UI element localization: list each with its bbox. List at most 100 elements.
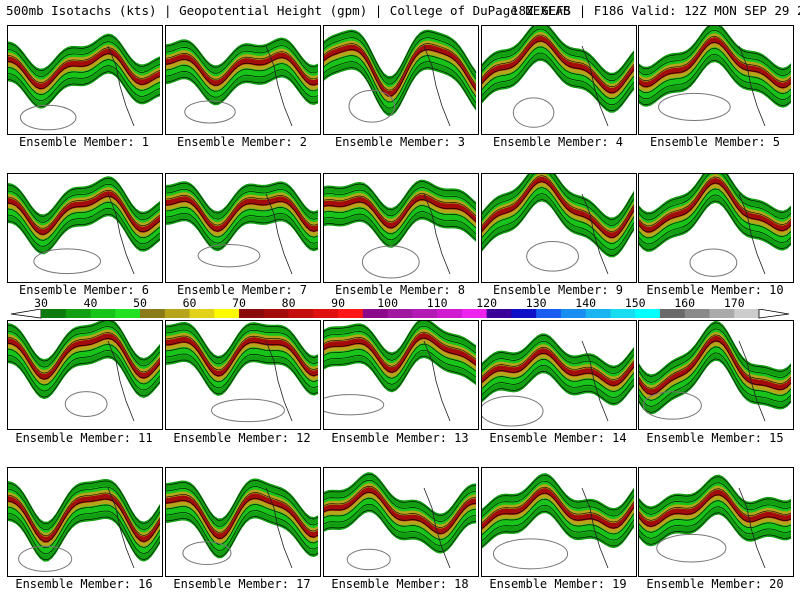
- height-contour: [166, 201, 319, 232]
- height-contour: [639, 53, 792, 101]
- coastline: [265, 340, 293, 422]
- isotach-band: [324, 483, 476, 539]
- height-contour: [166, 39, 319, 68]
- height-contour: [166, 51, 319, 80]
- colorbar-tick-label: 160: [674, 296, 696, 310]
- height-contour: [8, 195, 161, 235]
- height-contour: [482, 181, 635, 238]
- height-contour: [482, 40, 635, 94]
- height-contour: [482, 193, 635, 250]
- height-contour: [482, 486, 635, 523]
- height-contour: [324, 199, 477, 229]
- height-contour: [639, 26, 792, 71]
- colorbar-swatch: [635, 309, 661, 318]
- height-contour: [8, 35, 161, 72]
- height-contour: [324, 61, 477, 109]
- colorbar-swatch: [461, 309, 488, 318]
- ensemble-member-map: [481, 320, 637, 430]
- colorbar-swatch: [214, 309, 240, 318]
- member-caption: Ensemble Member: 4: [492, 135, 624, 149]
- height-contour: [482, 364, 635, 398]
- height-contour: [8, 344, 161, 386]
- colorbar-swatch: [387, 309, 413, 318]
- height-contour: [166, 486, 319, 527]
- height-contour: [639, 35, 792, 83]
- height-contour: [482, 498, 635, 535]
- height-contour: [482, 46, 635, 100]
- height-contour: [482, 187, 635, 244]
- coastline: [738, 193, 766, 275]
- colorbar-swatch: [338, 309, 364, 318]
- colorbar-tick-label: 100: [377, 296, 398, 310]
- member-caption: Ensemble Member: 12: [173, 431, 311, 445]
- height-contour: [639, 322, 792, 377]
- height-contour-closed: [656, 533, 727, 563]
- colorbar-tick-label: 80: [281, 296, 296, 310]
- height-contour: [166, 69, 319, 98]
- member-caption: Ensemble Member: 3: [334, 135, 466, 149]
- height-contour-closed: [64, 391, 108, 417]
- height-contour-closed: [324, 394, 385, 416]
- height-contour: [482, 174, 635, 220]
- ensemble-member-map: [323, 467, 479, 577]
- member-caption: Ensemble Member: 14: [489, 431, 627, 445]
- colorbar-swatch: [362, 309, 389, 318]
- isotach-band: [639, 33, 791, 93]
- height-contour-closed: [642, 391, 702, 420]
- ensemble-member-map: [7, 467, 163, 577]
- colorbar-left-arrow: [10, 309, 42, 319]
- coastline: [423, 340, 451, 422]
- height-contour: [482, 352, 635, 386]
- height-contour-closed: [348, 89, 396, 123]
- height-contour: [324, 497, 477, 541]
- colorbar-tick-label: 130: [525, 296, 547, 310]
- ensemble-member-map: [165, 467, 321, 577]
- colorbar-swatch: [41, 309, 67, 318]
- ensemble-member-map: [165, 320, 321, 430]
- height-contour: [324, 55, 477, 103]
- isotach-band: [639, 26, 791, 108]
- colorbar-swatch: [659, 309, 686, 318]
- isotach-band: [8, 44, 160, 94]
- height-contour: [324, 211, 477, 241]
- map-title: 500mb Isotachs (kts) | Geopotential Heig…: [6, 3, 800, 19]
- height-contour: [639, 200, 792, 251]
- height-contour: [324, 43, 477, 91]
- isotach-band: [639, 489, 791, 528]
- member-caption: Ensemble Member: 10: [646, 283, 784, 297]
- height-contour: [482, 358, 635, 392]
- isotach-band: [8, 494, 160, 543]
- ensemble-member-map: [323, 25, 479, 135]
- member-caption: Ensemble Member: 20: [646, 577, 784, 591]
- isotach-band: [639, 177, 791, 233]
- height-contour: [166, 347, 319, 383]
- height-contour: [482, 28, 635, 82]
- height-contour: [482, 370, 635, 404]
- ensemble-member-map: [638, 173, 794, 283]
- height-contour-closed: [361, 245, 420, 279]
- ensemble-member-map: [481, 173, 637, 283]
- colorbar-swatch: [511, 309, 537, 318]
- height-contour: [166, 57, 319, 86]
- height-contour: [324, 349, 477, 385]
- colorbar-tick-label: 30: [34, 296, 48, 310]
- height-contour: [324, 509, 477, 553]
- coastline: [738, 45, 766, 127]
- colorbar-swatch: [536, 309, 562, 318]
- height-contour: [482, 58, 635, 112]
- height-contour: [8, 332, 161, 374]
- colorbar-swatch: [610, 309, 636, 318]
- height-contour: [639, 358, 792, 413]
- height-contour: [8, 480, 161, 525]
- height-contour: [8, 321, 161, 362]
- colorbar-swatch: [140, 309, 166, 318]
- height-contour: [166, 341, 319, 377]
- member-caption: Ensemble Member: 6: [18, 283, 150, 297]
- height-contour: [482, 175, 635, 232]
- ensemble-member-map: [7, 25, 163, 135]
- isotach-band: [639, 174, 791, 245]
- height-contour: [482, 174, 635, 226]
- colorbar-swatch: [486, 309, 512, 318]
- ensemble-member-map: [481, 467, 637, 577]
- height-contour: [482, 346, 635, 380]
